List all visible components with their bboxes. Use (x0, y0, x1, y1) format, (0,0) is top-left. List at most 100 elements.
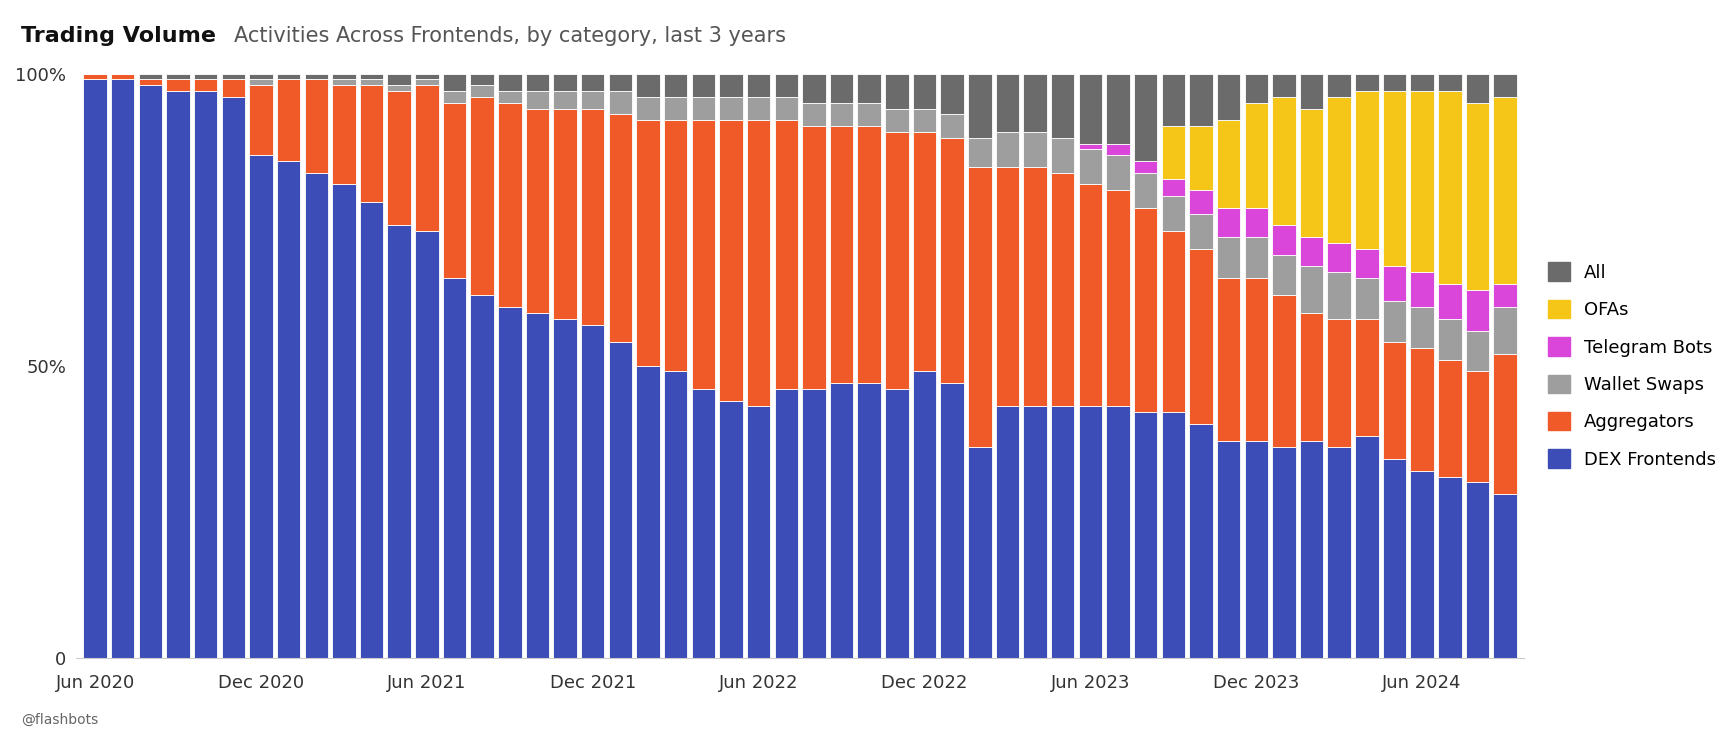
Bar (498, 307, 521, 657)
Bar (1078, 74, 1102, 144)
Bar (637, 120, 659, 366)
Bar (388, 225, 412, 657)
Bar (388, 74, 412, 85)
Bar (1133, 74, 1157, 161)
Bar (1272, 447, 1296, 657)
Bar (858, 126, 881, 383)
Bar (1105, 74, 1130, 144)
Bar (775, 389, 798, 657)
Bar (692, 120, 714, 389)
Bar (194, 79, 218, 91)
Bar (1327, 447, 1351, 657)
Bar (886, 132, 908, 389)
Bar (415, 85, 439, 231)
Bar (443, 103, 467, 278)
Bar (498, 91, 521, 103)
Bar (803, 74, 825, 103)
Bar (637, 74, 659, 97)
Bar (138, 85, 163, 657)
Bar (664, 74, 687, 97)
Bar (581, 325, 604, 657)
Bar (913, 74, 936, 109)
Bar (1272, 295, 1296, 447)
Bar (443, 278, 467, 657)
Bar (1493, 284, 1517, 307)
Bar (1161, 126, 1185, 179)
Bar (360, 79, 384, 85)
Bar (747, 406, 770, 657)
Bar (830, 383, 853, 657)
Bar (1189, 126, 1213, 191)
Bar (1465, 74, 1490, 103)
Bar (692, 74, 714, 97)
Bar (415, 74, 439, 79)
Bar (858, 383, 881, 657)
Bar (1078, 144, 1102, 149)
Bar (692, 389, 714, 657)
Bar (471, 85, 493, 97)
Bar (1105, 144, 1130, 155)
Bar (526, 109, 548, 313)
Bar (221, 74, 246, 79)
Bar (609, 342, 631, 657)
Bar (1216, 442, 1240, 657)
Bar (332, 85, 356, 185)
Bar (332, 74, 356, 79)
Bar (996, 74, 1019, 132)
Bar (1052, 173, 1074, 406)
Bar (1216, 208, 1240, 237)
Bar (996, 406, 1019, 657)
Bar (1438, 284, 1462, 319)
Bar (111, 79, 135, 657)
Bar (1244, 442, 1268, 657)
Bar (803, 103, 825, 126)
Bar (415, 231, 439, 657)
Bar (1133, 161, 1157, 173)
Bar (1244, 237, 1268, 278)
Bar (166, 79, 190, 91)
Bar (775, 74, 798, 97)
Bar (1355, 91, 1379, 249)
Bar (1078, 149, 1102, 185)
Bar (1465, 482, 1490, 657)
Bar (1024, 406, 1047, 657)
Bar (1493, 354, 1517, 494)
Bar (249, 74, 273, 79)
Bar (221, 97, 246, 657)
Bar (138, 74, 163, 79)
Bar (1382, 459, 1406, 657)
Bar (471, 74, 493, 85)
Bar (1105, 191, 1130, 406)
Bar (581, 91, 604, 109)
Bar (1161, 412, 1185, 657)
Bar (1161, 231, 1185, 412)
Bar (1105, 155, 1130, 191)
Bar (1299, 442, 1323, 657)
Bar (83, 79, 107, 657)
Bar (1327, 74, 1351, 97)
Bar (1410, 91, 1434, 272)
Bar (1438, 319, 1462, 360)
Bar (720, 97, 742, 120)
Bar (913, 132, 936, 372)
Bar (360, 85, 384, 202)
Bar (1216, 120, 1240, 208)
Bar (747, 120, 770, 406)
Bar (83, 74, 107, 79)
Bar (941, 74, 964, 114)
Bar (249, 85, 273, 155)
Bar (1465, 103, 1490, 290)
Bar (969, 138, 991, 167)
Bar (1493, 494, 1517, 657)
Bar (1272, 74, 1296, 97)
Bar (664, 97, 687, 120)
Bar (1355, 436, 1379, 657)
Bar (554, 319, 576, 657)
Bar (1189, 74, 1213, 126)
Bar (1189, 249, 1213, 424)
Bar (1272, 225, 1296, 255)
Bar (1355, 74, 1379, 91)
Text: @flashbots: @flashbots (21, 713, 99, 727)
Bar (249, 79, 273, 85)
Bar (1024, 132, 1047, 167)
